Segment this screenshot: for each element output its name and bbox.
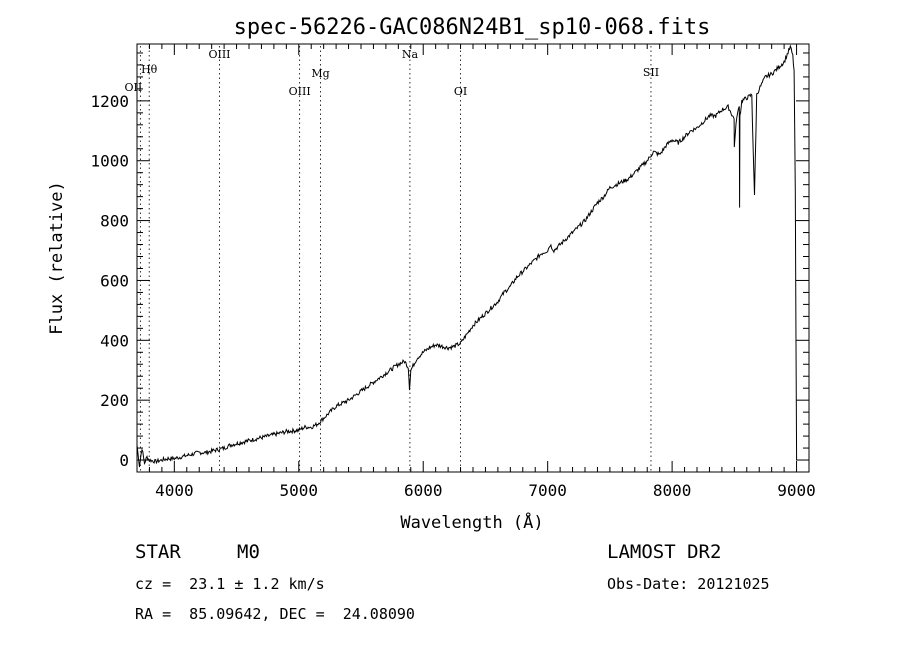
y-tick-label: 600 bbox=[100, 271, 129, 290]
object-subclass: M0 bbox=[237, 541, 260, 563]
spectral-line-label: OII bbox=[125, 81, 143, 94]
spectral-line-label: OI bbox=[454, 85, 467, 98]
chart-title: spec-56226-GAC086N24B1_sp10-068.fits bbox=[234, 15, 711, 40]
y-tick-label: 800 bbox=[100, 212, 129, 231]
y-tick-label: 0 bbox=[119, 451, 129, 470]
x-tick-label: 8000 bbox=[653, 481, 692, 500]
y-tick-label: 400 bbox=[100, 331, 129, 350]
x-tick-label: 4000 bbox=[155, 481, 194, 500]
object-class: STAR bbox=[135, 541, 181, 563]
redshift-text: cz = 23.1 ± 1.2 km/s bbox=[135, 575, 325, 593]
spectral-line-label: Na bbox=[402, 48, 419, 61]
x-tick-label: 7000 bbox=[528, 481, 567, 500]
spectral-line-label: OIII bbox=[289, 85, 311, 98]
spectral-line-label: Hθ bbox=[141, 63, 158, 76]
x-tick-label: 6000 bbox=[404, 481, 443, 500]
x-axis-label: Wavelength (Å) bbox=[400, 511, 543, 533]
coordinates-text: RA = 85.09642, DEC = 24.08090 bbox=[135, 605, 415, 623]
y-tick-label: 1000 bbox=[90, 152, 129, 171]
spectral-line-label: Mg bbox=[311, 67, 329, 80]
spectral-line-label: SII bbox=[643, 66, 659, 79]
survey-name: LAMOST DR2 bbox=[607, 541, 722, 563]
obs-date-text: Obs-Date: 20121025 bbox=[607, 575, 770, 593]
y-axis: 0 200 400 600 800 1000 1200 bbox=[90, 52, 809, 473]
plot-frame bbox=[136, 43, 810, 473]
x-tick-label: 5000 bbox=[280, 481, 319, 500]
x-tick-label: 9000 bbox=[777, 481, 816, 500]
y-tick-label: 200 bbox=[100, 391, 129, 410]
spectrum-line bbox=[136, 44, 798, 468]
x-axis: 4000 5000 6000 7000 8000 9000 bbox=[136, 44, 816, 500]
y-axis-label: Flux (relative) bbox=[47, 181, 67, 335]
y-tick-label: 1200 bbox=[90, 92, 129, 111]
spectral-line-label: OIII bbox=[208, 48, 230, 61]
